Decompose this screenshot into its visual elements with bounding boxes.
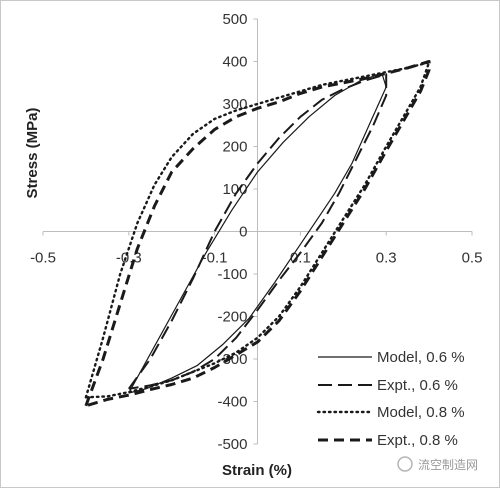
y-tick-label: -200 <box>217 309 247 326</box>
x-tick-label: -0.5 <box>30 250 56 267</box>
y-tick-label: 200 <box>222 139 247 156</box>
x-tick-label: 0.1 <box>290 250 311 267</box>
legend-label-model-08: Model, 0.8 % <box>377 404 465 421</box>
y-tick-label: -100 <box>217 266 247 283</box>
watermark-logo-icon <box>397 456 413 472</box>
legend-label-expt-06: Expt., 0.6 % <box>377 377 458 394</box>
y-tick-label: -500 <box>217 436 247 453</box>
y-tick-label: 500 <box>222 11 247 28</box>
series-line-1 <box>128 72 387 394</box>
y-tick-label: 0 <box>239 224 247 241</box>
series-line-4 <box>84 60 431 408</box>
x-tick-label: 0.3 <box>376 250 397 267</box>
watermark: 流空制造网 <box>397 456 478 472</box>
legend-label-expt-08: Expt., 0.8 % <box>377 432 458 449</box>
legend: Model, 0.6 % Expt., 0.6 % Model, 0.8 % E… <box>316 349 465 449</box>
series-line-2 <box>127 73 388 390</box>
x-tick-label: -0.1 <box>202 250 228 267</box>
x-tick-label: -0.3 <box>116 250 142 267</box>
series-line-3 <box>84 61 431 399</box>
legend-label-model-06: Model, 0.6 % <box>377 349 465 366</box>
y-tick-label: 400 <box>222 54 247 71</box>
y-axis-title: Stress (MPa) <box>24 108 41 199</box>
series-lines <box>84 60 431 408</box>
tick-labels: -0.5 -0.3 -0.1 0.1 0.3 0.55004003002001000-10… <box>30 11 482 453</box>
watermark-text: 流空制造网 <box>418 458 478 472</box>
x-tick-label: 0.5 <box>462 250 483 267</box>
y-tick-label: -400 <box>217 394 247 411</box>
x-axis-title: Strain (%) <box>222 462 292 479</box>
y-tick-label: -300 <box>217 351 247 368</box>
